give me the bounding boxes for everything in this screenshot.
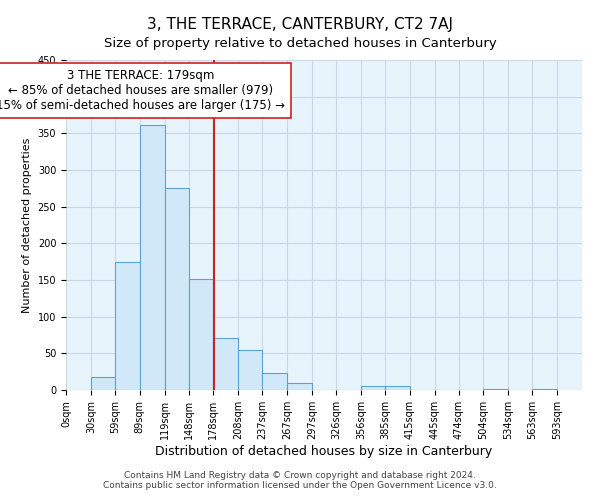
Text: Contains HM Land Registry data © Crown copyright and database right 2024.
Contai: Contains HM Land Registry data © Crown c…: [103, 470, 497, 490]
Bar: [214, 338, 238, 390]
Bar: [238, 350, 262, 390]
X-axis label: Distribution of detached houses by size in Canterbury: Distribution of detached houses by size …: [155, 444, 493, 458]
Bar: [115, 262, 140, 390]
Bar: [188, 278, 214, 390]
Text: 3, THE TERRACE, CANTERBURY, CT2 7AJ: 3, THE TERRACE, CANTERBURY, CT2 7AJ: [147, 18, 453, 32]
Bar: [361, 386, 385, 390]
Bar: [164, 188, 188, 390]
Bar: [385, 386, 410, 390]
Bar: [91, 377, 115, 390]
Bar: [262, 373, 287, 390]
Bar: [140, 124, 164, 390]
Bar: [287, 384, 312, 390]
Text: 3 THE TERRACE: 179sqm
← 85% of detached houses are smaller (979)
15% of semi-det: 3 THE TERRACE: 179sqm ← 85% of detached …: [0, 69, 285, 112]
Y-axis label: Number of detached properties: Number of detached properties: [22, 138, 32, 312]
Text: Size of property relative to detached houses in Canterbury: Size of property relative to detached ho…: [104, 38, 496, 51]
